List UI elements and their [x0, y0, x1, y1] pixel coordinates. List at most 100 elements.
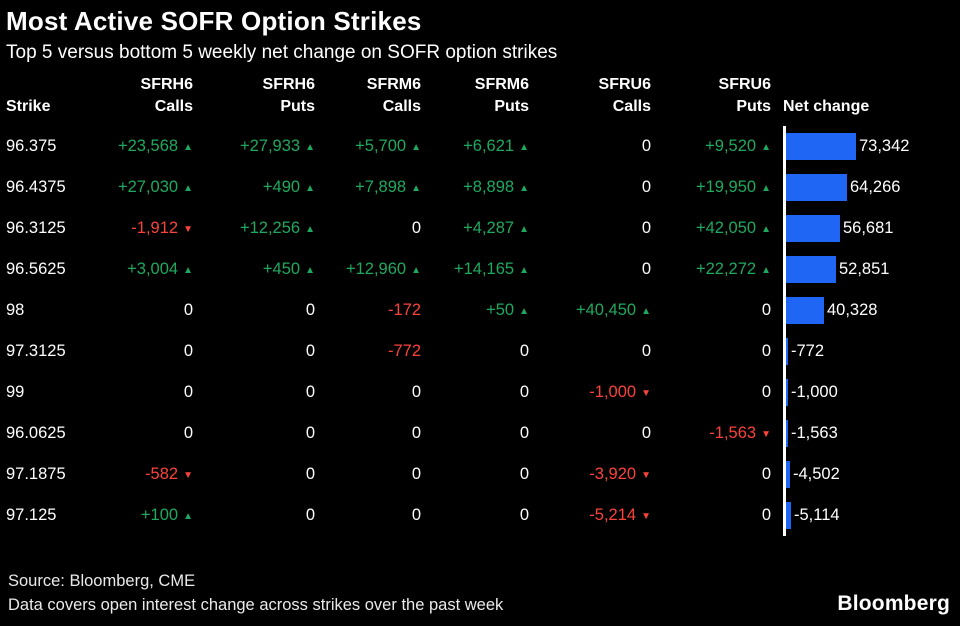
value-cell: 0 [423, 331, 531, 372]
cell-value: +100 [140, 506, 179, 525]
net-change-bar-track: 64,266 [783, 167, 954, 209]
bloomberg-logo: Bloomberg [837, 592, 950, 615]
cell-value: +19,950 [695, 178, 757, 197]
cell-value: 0 [183, 424, 193, 443]
net-change-cell: 56,681 [773, 208, 954, 250]
net-change-cell: 52,851 [773, 249, 954, 291]
net-change-value: -772 [791, 342, 825, 361]
net-change-bar-track: 56,681 [783, 208, 954, 250]
cell-value: +40,450 [575, 301, 637, 320]
column-sub-label: Puts [736, 97, 771, 115]
column-group-label: SFRM6 [366, 76, 421, 93]
net-change-bar-track: 40,328 [783, 290, 954, 332]
cell-value: 0 [519, 383, 529, 402]
column-header-strike: Strike [6, 97, 51, 115]
cell-value: +12,256 [239, 219, 301, 238]
down-arrow-icon: ▼ [641, 470, 651, 482]
table-row: 96.375 +23,568 ▲ +27,933 ▲ +5,700 ▲ +6,621 ▲ 0 +9,… [6, 126, 954, 168]
cell-value: -1,563 [709, 424, 757, 443]
value-cell: 0 [653, 331, 773, 372]
cell-value: 0 [183, 383, 193, 402]
up-arrow-icon: ▲ [519, 306, 529, 318]
column-group-label: SFRU6 [718, 76, 771, 93]
chart-subtitle: Top 5 versus bottom 5 weekly net change … [6, 42, 558, 63]
net-change-cell: 40,328 [773, 290, 954, 332]
net-change-value: -1,000 [791, 383, 838, 402]
strike-cell: 99 [6, 383, 25, 402]
column-group-label: SFRH6 [140, 76, 193, 93]
value-cell: +7,898 ▲ [317, 167, 423, 208]
cell-value: 0 [641, 137, 651, 156]
net-change-value: 64,266 [850, 178, 901, 197]
down-arrow-icon: ▼ [183, 470, 193, 482]
footer: Source: Bloomberg, CME Data covers open … [6, 570, 954, 618]
cell-value: +7,898 [355, 178, 407, 197]
value-cell: +19,950 ▲ [653, 167, 773, 208]
net-change-bar-track: -5,114 [783, 495, 954, 537]
cell-value: 0 [641, 178, 651, 197]
value-cell: -1,563 ▼ [653, 413, 773, 454]
up-arrow-icon: ▲ [761, 265, 771, 277]
value-cell: 0 [317, 208, 423, 249]
table-row: 99 0 0 0 0 -1,000 ▼ 0 -1,000 [6, 372, 954, 414]
value-cell: +450 ▲ [195, 249, 317, 290]
value-cell: +23,568 ▲ [101, 126, 195, 167]
cell-value: +27,933 [239, 137, 301, 156]
cell-value: -5,214 [589, 506, 637, 525]
value-cell: +40,450 ▲ [531, 290, 653, 331]
value-cell: 0 [101, 413, 195, 454]
down-arrow-icon: ▼ [183, 224, 193, 236]
cell-value: 0 [641, 260, 651, 279]
column-header-sfrm6-calls: SFRM6 Calls [317, 74, 423, 126]
value-cell: +4,287 ▲ [423, 208, 531, 249]
strike-cell: 96.375 [6, 137, 57, 156]
net-change-bar-track: 73,342 [783, 126, 954, 168]
cell-value: +42,050 [695, 219, 757, 238]
net-change-bar [786, 502, 791, 530]
cell-value: +8,898 [463, 178, 515, 197]
up-arrow-icon: ▲ [305, 224, 315, 236]
strike-cell: 96.0625 [6, 424, 66, 443]
value-cell: -772 [317, 331, 423, 372]
cell-value: +4,287 [463, 219, 515, 238]
value-cell: +27,933 ▲ [195, 126, 317, 167]
cell-value: 0 [641, 219, 651, 238]
up-arrow-icon: ▲ [519, 224, 529, 236]
value-cell: 0 [531, 208, 653, 249]
value-cell: +12,256 ▲ [195, 208, 317, 249]
cell-value: 0 [761, 342, 771, 361]
net-change-bar-track: -1,000 [783, 372, 954, 414]
cell-value: +27,030 [117, 178, 179, 197]
up-arrow-icon: ▲ [519, 142, 529, 154]
value-cell: 0 [531, 126, 653, 167]
value-cell: 0 [195, 331, 317, 372]
column-header-net-change: Net change [783, 97, 870, 115]
cell-value: 0 [305, 342, 315, 361]
net-change-bar [786, 420, 788, 448]
column-header-sfru6-puts: SFRU6 Puts [653, 74, 773, 126]
strike-cell: 96.3125 [6, 219, 66, 238]
column-group-label: SFRU6 [598, 76, 651, 93]
value-cell: +3,004 ▲ [101, 249, 195, 290]
table-row: 96.3125 -1,912 ▼ +12,256 ▲ 0 +4,287 ▲ 0 +42,050 ▲ 5… [6, 208, 954, 250]
column-sub-label: Calls [382, 97, 421, 115]
net-change-bar-track: 52,851 [783, 249, 954, 291]
column-header-sfrh6-calls: SFRH6 Calls [101, 74, 195, 126]
cell-value: 0 [411, 465, 421, 484]
down-arrow-icon: ▼ [761, 429, 771, 441]
up-arrow-icon: ▲ [305, 142, 315, 154]
cell-value: +22,272 [695, 260, 757, 279]
value-cell: 0 [423, 495, 531, 536]
cell-value: 0 [761, 383, 771, 402]
value-cell: 0 [317, 372, 423, 413]
value-cell: +50 ▲ [423, 290, 531, 331]
value-cell: 0 [195, 372, 317, 413]
cell-value: 0 [411, 506, 421, 525]
up-arrow-icon: ▲ [183, 142, 193, 154]
value-cell: 0 [195, 495, 317, 536]
up-arrow-icon: ▲ [411, 183, 421, 195]
cell-value: -1,912 [131, 219, 179, 238]
value-cell: 0 [423, 372, 531, 413]
up-arrow-icon: ▲ [641, 306, 651, 318]
net-change-value: -5,114 [794, 506, 840, 525]
